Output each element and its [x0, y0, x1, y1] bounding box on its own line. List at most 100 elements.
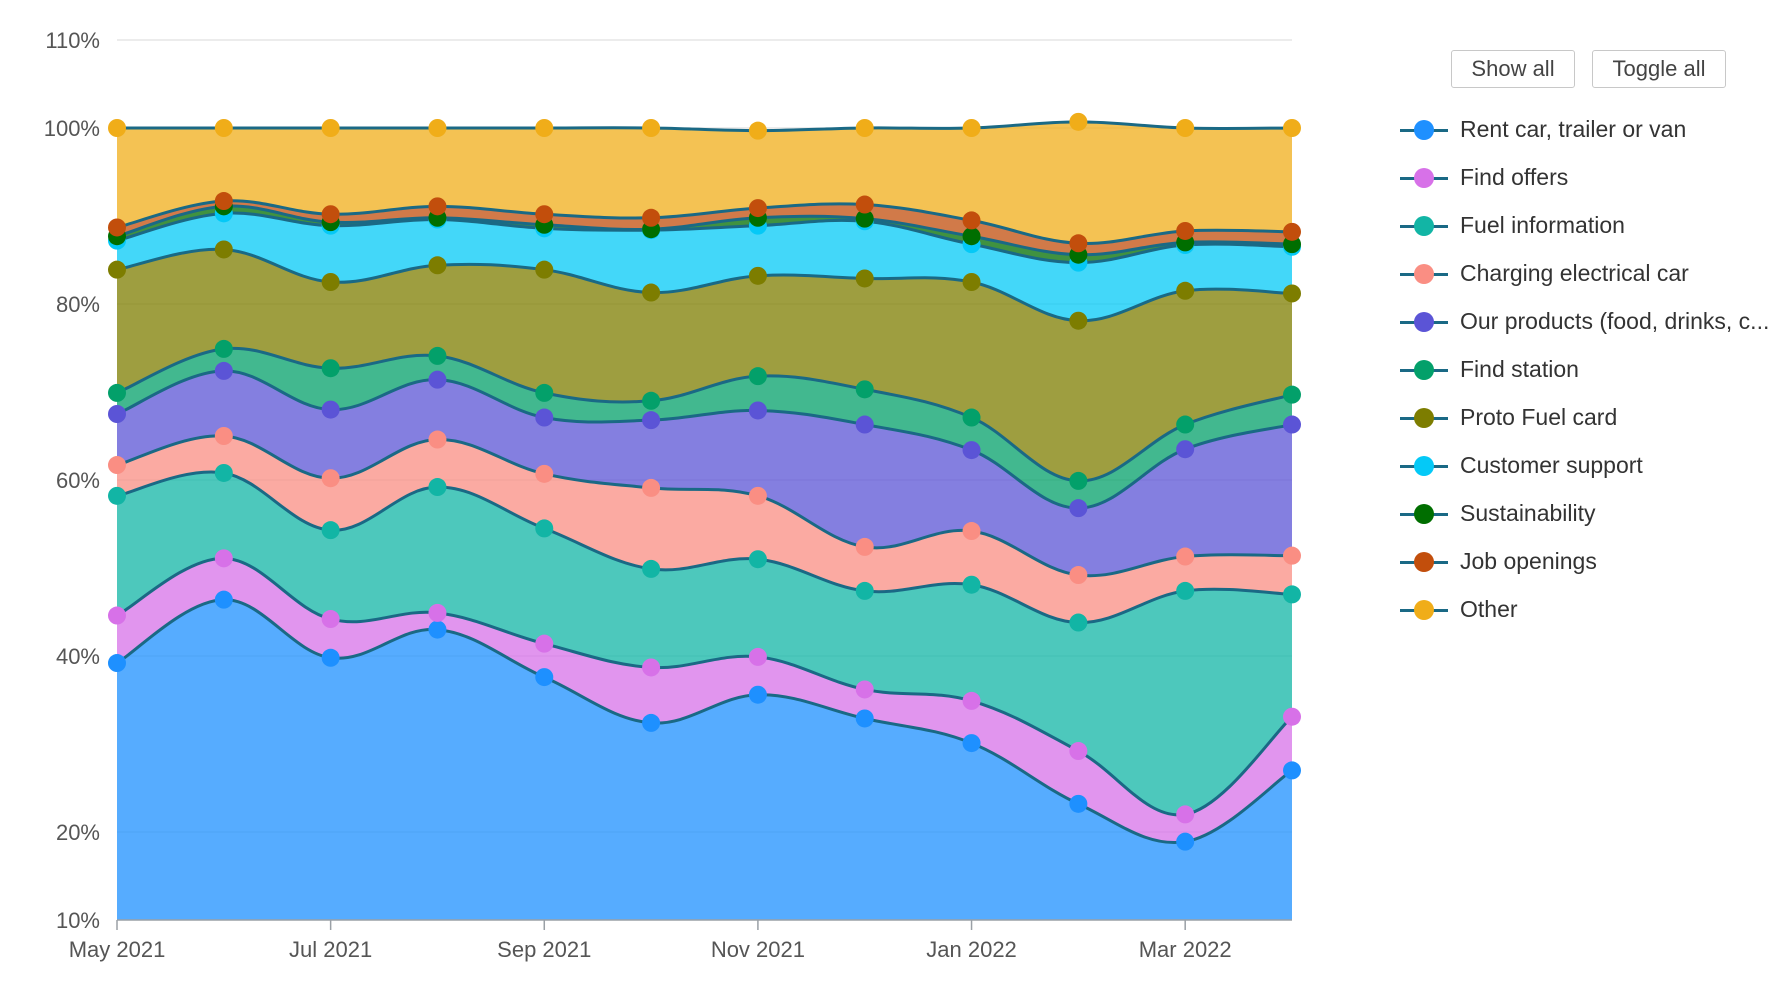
data-point[interactable] [1176, 221, 1195, 240]
data-point[interactable] [855, 209, 874, 228]
data-point[interactable] [535, 519, 554, 538]
data-point[interactable] [1069, 499, 1088, 518]
data-point[interactable] [1176, 440, 1195, 459]
data-point[interactable] [428, 430, 447, 449]
data-point[interactable] [1176, 119, 1195, 137]
data-point[interactable] [855, 415, 874, 434]
data-point[interactable] [1176, 547, 1195, 566]
data-point[interactable] [962, 734, 981, 753]
data-point[interactable] [535, 464, 554, 483]
data-point[interactable] [642, 658, 661, 677]
data-point[interactable] [1069, 112, 1088, 131]
data-point[interactable] [108, 654, 126, 673]
data-point[interactable] [321, 119, 340, 137]
data-point[interactable] [214, 463, 233, 482]
data-point[interactable] [1069, 742, 1088, 761]
legend-item[interactable]: Customer support [1400, 442, 1790, 490]
data-point[interactable] [428, 256, 447, 275]
data-point[interactable] [214, 361, 233, 380]
data-point[interactable] [108, 260, 126, 279]
data-point[interactable] [1283, 761, 1301, 780]
data-point[interactable] [428, 370, 447, 389]
data-point[interactable] [748, 647, 767, 666]
data-point[interactable] [535, 119, 554, 137]
data-point[interactable] [214, 339, 233, 358]
data-point[interactable] [748, 685, 767, 704]
data-point[interactable] [1069, 566, 1088, 585]
data-point[interactable] [428, 620, 447, 639]
legend-item[interactable]: Job openings [1400, 538, 1790, 586]
data-point[interactable] [108, 383, 126, 402]
data-point[interactable] [962, 441, 981, 460]
data-point[interactable] [108, 405, 126, 423]
data-point[interactable] [855, 537, 874, 556]
data-point[interactable] [642, 283, 661, 302]
data-point[interactable] [108, 486, 126, 505]
data-point[interactable] [962, 691, 981, 710]
data-point[interactable] [962, 522, 981, 541]
data-point[interactable] [1283, 385, 1301, 404]
data-point[interactable] [535, 408, 554, 427]
data-point[interactable] [855, 269, 874, 288]
data-point[interactable] [642, 208, 661, 227]
legend-item[interactable]: Other [1400, 586, 1790, 634]
data-point[interactable] [1069, 234, 1088, 253]
data-point[interactable] [1283, 415, 1301, 434]
data-point[interactable] [962, 211, 981, 230]
data-point[interactable] [1176, 581, 1195, 600]
legend-item[interactable]: Find station [1400, 346, 1790, 394]
data-point[interactable] [321, 521, 340, 540]
data-point[interactable] [642, 119, 661, 137]
data-point[interactable] [321, 610, 340, 629]
data-point[interactable] [1069, 613, 1088, 632]
data-point[interactable] [1176, 415, 1195, 434]
data-point[interactable] [642, 559, 661, 578]
data-point[interactable] [855, 709, 874, 728]
data-point[interactable] [214, 549, 233, 568]
data-point[interactable] [642, 713, 661, 732]
data-point[interactable] [962, 119, 981, 137]
legend-item[interactable]: Our products (food, drinks, c... [1400, 298, 1790, 346]
data-point[interactable] [855, 380, 874, 399]
data-point[interactable] [428, 603, 447, 622]
data-point[interactable] [428, 478, 447, 497]
data-point[interactable] [321, 469, 340, 488]
data-point[interactable] [1283, 119, 1301, 137]
data-point[interactable] [108, 119, 126, 137]
data-point[interactable] [535, 383, 554, 402]
data-point[interactable] [962, 273, 981, 291]
data-point[interactable] [748, 486, 767, 505]
data-point[interactable] [855, 195, 874, 214]
data-point[interactable] [321, 400, 340, 419]
data-point[interactable] [642, 411, 661, 430]
legend-item[interactable]: Sustainability [1400, 490, 1790, 538]
data-point[interactable] [214, 240, 233, 259]
data-point[interactable] [1283, 284, 1301, 303]
data-point[interactable] [1176, 805, 1195, 824]
legend-item[interactable]: Find offers [1400, 154, 1790, 202]
data-point[interactable] [535, 260, 554, 279]
legend-item[interactable]: Fuel information [1400, 202, 1790, 250]
data-point[interactable] [1283, 546, 1301, 565]
toggle-all-button[interactable]: Toggle all [1592, 50, 1726, 88]
data-point[interactable] [321, 648, 340, 667]
data-point[interactable] [748, 199, 767, 218]
data-point[interactable] [748, 266, 767, 285]
data-point[interactable] [855, 680, 874, 699]
show-all-button[interactable]: Show all [1451, 50, 1575, 88]
data-point[interactable] [108, 456, 126, 475]
data-point[interactable] [321, 205, 340, 224]
data-point[interactable] [214, 119, 233, 137]
legend-item[interactable]: Charging electrical car [1400, 250, 1790, 298]
data-point[interactable] [962, 227, 981, 246]
data-point[interactable] [1069, 311, 1088, 330]
data-point[interactable] [1283, 585, 1301, 604]
data-point[interactable] [855, 119, 874, 137]
data-point[interactable] [962, 408, 981, 427]
data-point[interactable] [321, 359, 340, 378]
data-point[interactable] [1176, 281, 1195, 300]
data-point[interactable] [1176, 832, 1195, 851]
data-point[interactable] [1283, 222, 1301, 241]
data-point[interactable] [962, 575, 981, 594]
data-point[interactable] [1069, 471, 1088, 490]
